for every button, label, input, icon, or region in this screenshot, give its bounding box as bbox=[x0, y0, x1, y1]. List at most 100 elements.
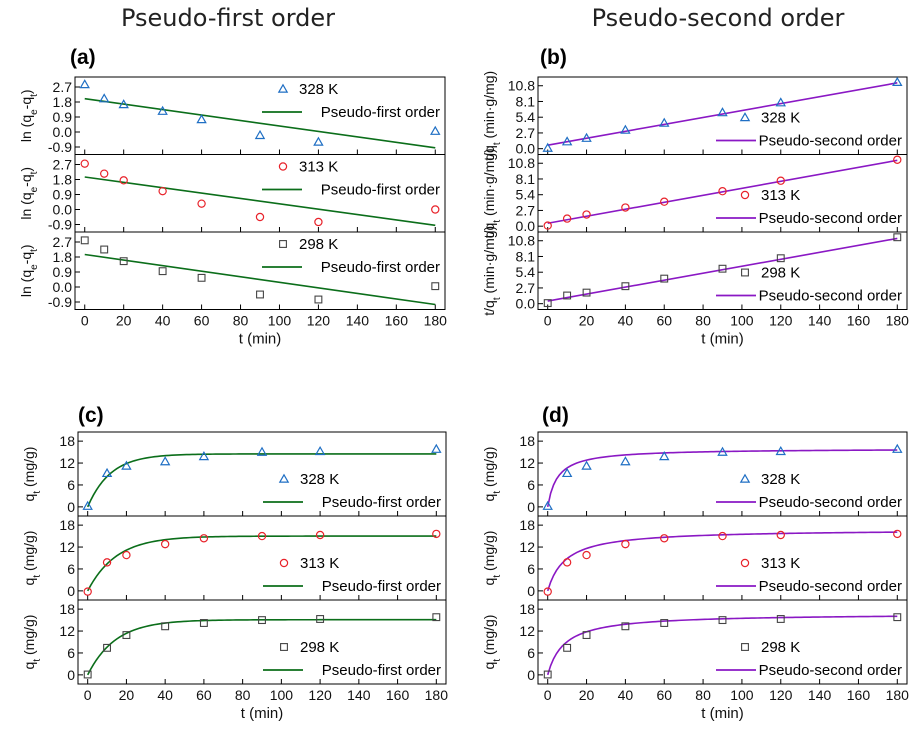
y-tick-label: 0.9 bbox=[53, 109, 73, 125]
panel-letter: (b) bbox=[540, 46, 567, 69]
data-point-circle bbox=[257, 531, 267, 541]
y-tick-label: -0.9 bbox=[48, 294, 72, 310]
legend-label-fit: Pseudo-second order bbox=[759, 662, 902, 679]
label-fragment: (mg/g) bbox=[21, 447, 37, 491]
data-point-circle bbox=[160, 539, 170, 549]
data-point-square bbox=[660, 274, 669, 283]
x-tick-label: 120 bbox=[769, 313, 793, 329]
x-tick-label: 40 bbox=[618, 313, 634, 329]
label-fragment: t bbox=[492, 142, 503, 145]
fit-line bbox=[86, 453, 437, 508]
plot-frame bbox=[77, 599, 447, 685]
subplot-313K: 18 12 6 0 qt (mg/g) 313 K Pseudo-second order bbox=[481, 515, 908, 601]
label-fragment: q bbox=[21, 494, 37, 502]
data-point-triangle bbox=[717, 446, 728, 456]
data-point-square bbox=[741, 268, 749, 277]
data-point-square bbox=[543, 299, 552, 308]
label-fragment: t bbox=[32, 659, 43, 662]
y-tick-label: 2.7 bbox=[516, 202, 536, 218]
subplot-328K: 18 12 6 0 qt (mg/g) 328 K Pseudo-second order bbox=[481, 431, 908, 517]
subplot-298K: 2.71.80.90.0-0.9 0 20 40 60 80 100 120 140 160 180… bbox=[18, 231, 447, 329]
label-fragment: e bbox=[29, 109, 40, 115]
data-point-circle bbox=[718, 531, 727, 541]
y-axis-label: ln (qe-qt) bbox=[18, 167, 40, 220]
data-point-triangle bbox=[314, 445, 326, 456]
y-tick-label: 10.8 bbox=[508, 233, 535, 249]
y-tick-label: 12 bbox=[519, 455, 535, 471]
data-point-square bbox=[279, 240, 287, 248]
data-point-circle bbox=[83, 587, 92, 596]
data-point-square bbox=[893, 233, 902, 242]
data-point-triangle bbox=[198, 451, 210, 461]
data-point-triangle bbox=[620, 456, 631, 466]
data-point-triangle bbox=[542, 142, 553, 152]
y-axis-label: qt (mg/g) bbox=[481, 531, 503, 586]
y-tick-label: -0.9 bbox=[48, 217, 72, 233]
x-tick-label: 0 bbox=[84, 687, 92, 703]
label-fragment: (min·g/mg) bbox=[481, 148, 497, 220]
data-point-square bbox=[741, 643, 749, 651]
label-fragment: q bbox=[21, 578, 37, 586]
data-point-square bbox=[80, 236, 89, 245]
label-fragment: q bbox=[21, 662, 37, 670]
label-fragment: q bbox=[481, 662, 497, 670]
x-tick-label: 160 bbox=[847, 313, 871, 329]
y-tick-label: 18 bbox=[519, 517, 535, 533]
data-point-circle bbox=[660, 197, 669, 206]
x-tick-label: 100 bbox=[730, 687, 754, 703]
label-fragment: t bbox=[492, 220, 503, 223]
data-point-circle bbox=[102, 558, 112, 567]
label-fragment: (mg/g) bbox=[481, 531, 497, 575]
x-axis-label: t (min) bbox=[239, 331, 282, 348]
data-point-circle bbox=[314, 217, 323, 227]
data-point-square bbox=[660, 619, 669, 627]
x-tick-label: 100 bbox=[268, 313, 292, 329]
data-point-triangle bbox=[659, 117, 670, 127]
y-tick-label: 8.1 bbox=[516, 248, 536, 264]
panel-letter: (c) bbox=[78, 404, 104, 427]
x-tick-label: 20 bbox=[579, 313, 595, 329]
x-tick-label: 20 bbox=[116, 313, 132, 329]
data-point-circle bbox=[893, 529, 902, 539]
y-tick-label: 1.8 bbox=[53, 249, 73, 265]
legend-label-temperature: 328 K bbox=[300, 471, 339, 488]
y-tick-label: 0.0 bbox=[516, 141, 536, 157]
data-point-triangle bbox=[159, 456, 171, 466]
data-point-square bbox=[103, 643, 112, 652]
y-axis-label: t/qt (min·g/mg) bbox=[481, 226, 503, 316]
subplot-328K: 2.71.80.90.0-0.9 ln (qe-qt) 328 K Pseudo-fi… bbox=[18, 76, 446, 155]
legend-label-temperature: 313 K bbox=[300, 555, 339, 572]
y-tick-label: 0 bbox=[67, 667, 75, 683]
data-point-triangle bbox=[581, 460, 592, 470]
plot-frame bbox=[537, 231, 908, 310]
data-point-square bbox=[199, 619, 208, 627]
data-point-circle bbox=[562, 558, 572, 567]
x-tick-label: 100 bbox=[270, 687, 294, 703]
data-point-square bbox=[543, 670, 552, 679]
y-tick-label: 8.1 bbox=[516, 93, 536, 109]
label-fragment: ) bbox=[18, 244, 34, 249]
data-point-triangle bbox=[892, 443, 903, 453]
data-point-triangle bbox=[561, 136, 573, 146]
label-fragment: ) bbox=[18, 167, 34, 172]
x-tick-label: 140 bbox=[346, 313, 370, 329]
x-tick-label: 180 bbox=[425, 687, 449, 703]
y-tick-label: 1.8 bbox=[53, 172, 73, 188]
data-point-square bbox=[893, 613, 902, 622]
fit-line bbox=[546, 449, 898, 508]
subplot-313K: 2.71.80.90.0-0.9 ln (qe-qt) 313 K Pseudo-fi… bbox=[18, 154, 446, 233]
data-point-square bbox=[431, 282, 440, 291]
x-tick-label: 160 bbox=[385, 313, 409, 329]
x-tick-label: 140 bbox=[808, 313, 832, 329]
data-point-circle bbox=[278, 162, 288, 171]
x-tick-label: 140 bbox=[808, 687, 832, 703]
x-tick-label: 40 bbox=[157, 687, 173, 703]
y-tick-label: 0 bbox=[527, 499, 535, 515]
data-point-circle bbox=[432, 529, 441, 539]
label-fragment: t/q bbox=[481, 300, 497, 316]
data-point-circle bbox=[660, 534, 669, 543]
data-point-triangle bbox=[277, 83, 289, 93]
x-tick-label: 120 bbox=[769, 687, 793, 703]
